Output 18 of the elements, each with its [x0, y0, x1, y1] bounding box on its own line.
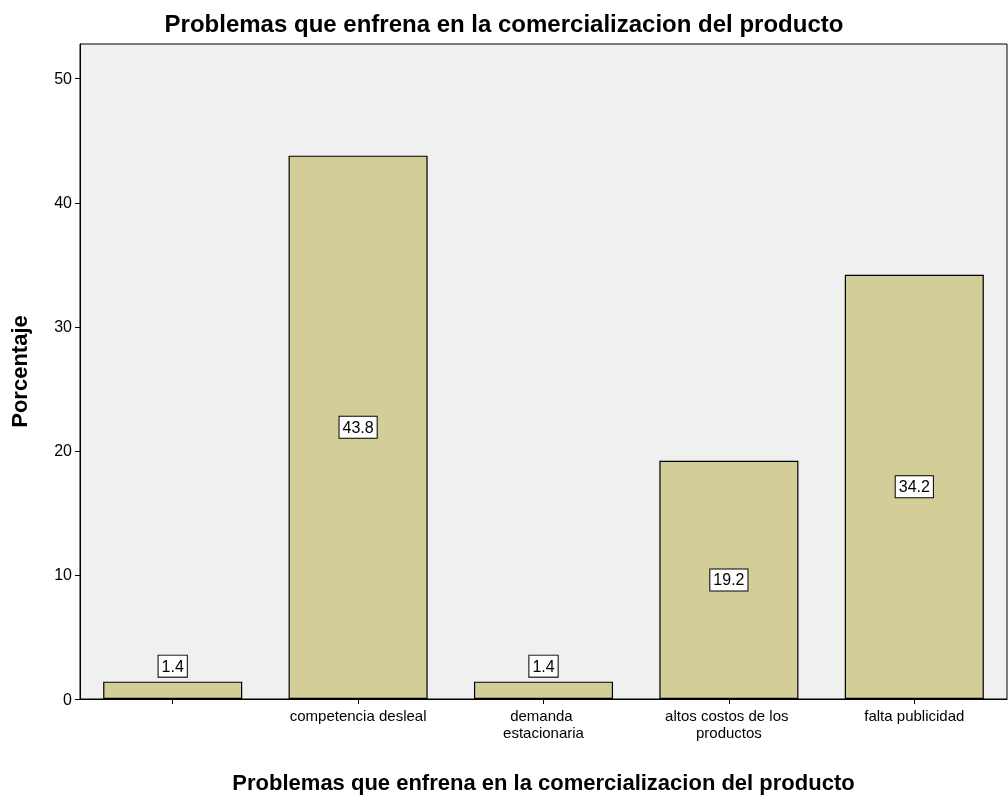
y-tick-label: 30 [54, 318, 73, 336]
data-label: 34.2 [898, 478, 930, 496]
y-tick-label: 40 [54, 194, 73, 212]
data-label: 19.2 [713, 571, 745, 589]
x-tick-label: falta publicidad [864, 707, 965, 724]
x-tick-label: altos costos de los productos [665, 707, 793, 741]
y-tick-label: 50 [54, 70, 73, 88]
data-label: 1.4 [161, 658, 184, 676]
y-axis-title: Porcentaje [6, 315, 32, 428]
x-tick-label: competencia desleal [289, 707, 427, 724]
data-label: 1.4 [532, 658, 555, 676]
chart-title: Problemas que enfrena en la comercializacion del producto [164, 9, 844, 37]
data-label: 43.8 [342, 418, 374, 436]
y-tick-label: 10 [54, 566, 73, 584]
x-axis-title: Problemas que enfrena en la comercializacion del producto [232, 769, 855, 795]
x-tick-label: demanda estacionaria [503, 707, 585, 741]
y-tick-label: 0 [63, 690, 73, 708]
y-tick-label: 20 [54, 442, 73, 460]
